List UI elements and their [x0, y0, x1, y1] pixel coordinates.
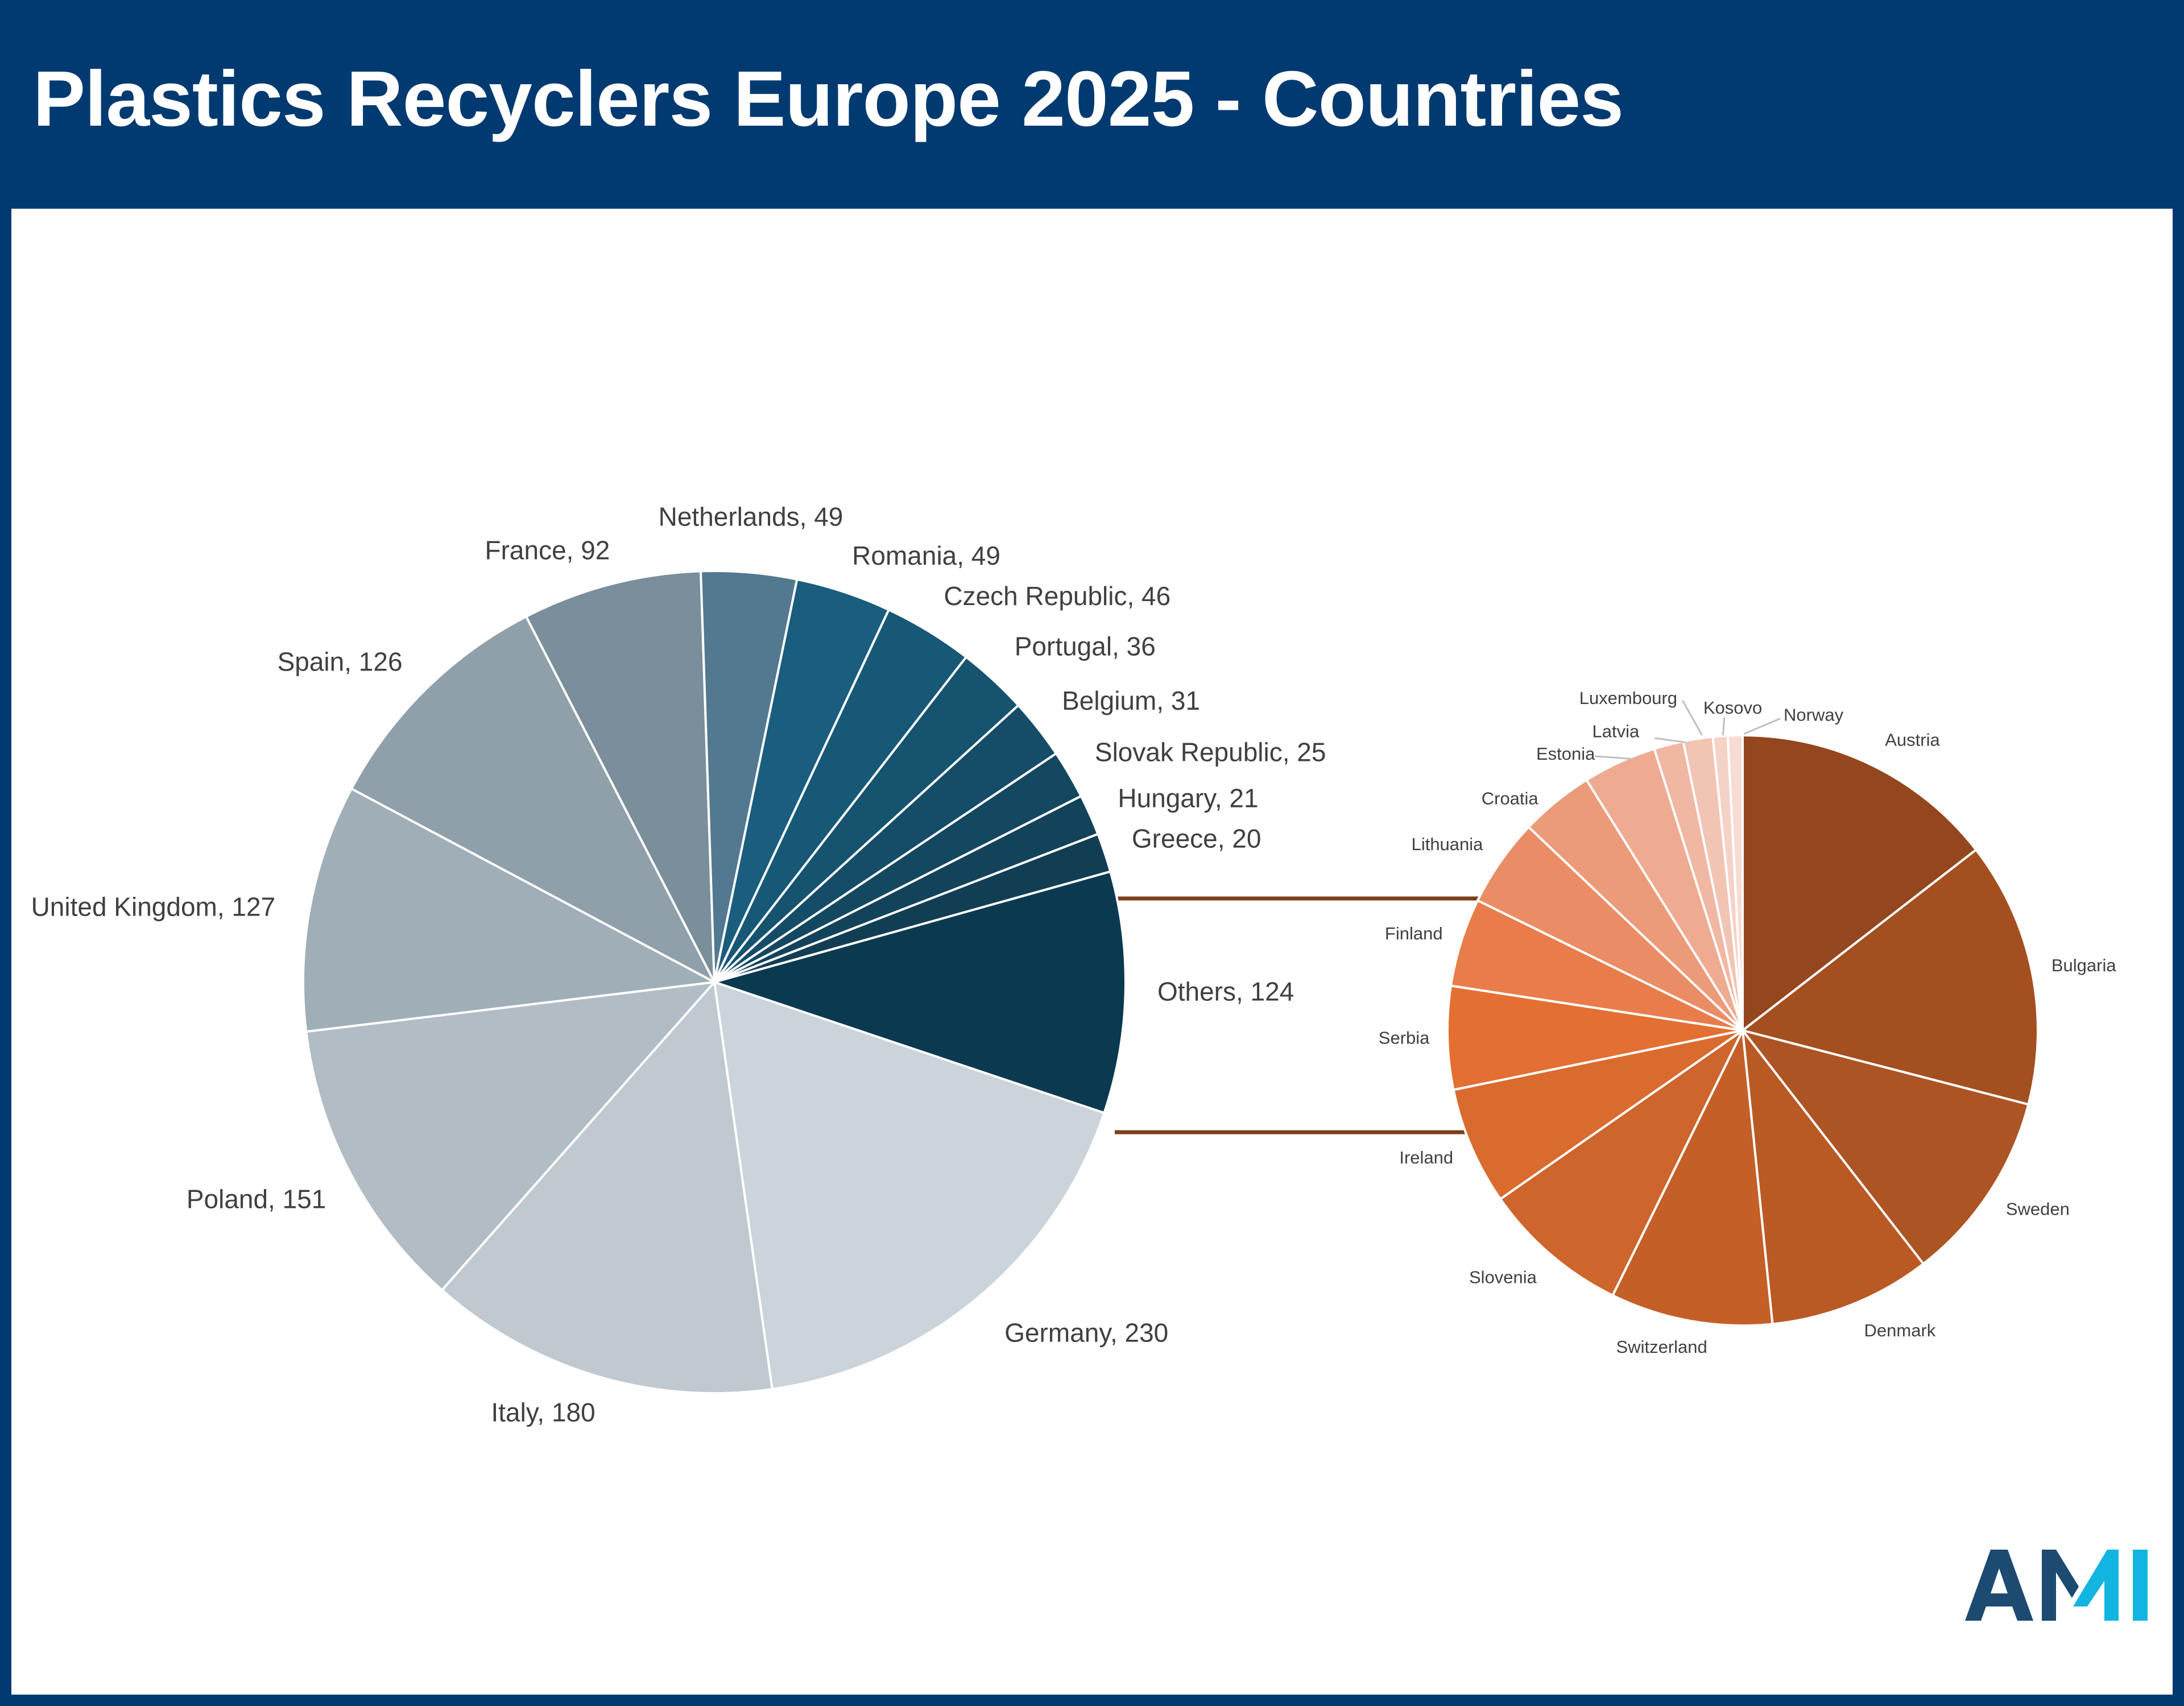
sub-slice-serbia [1446, 984, 1743, 1091]
main-slice-label: Italy, 180 [491, 1397, 595, 1427]
sub-slice-sweden [1739, 1028, 2030, 1266]
main-slice-label: Others, 124 [1157, 977, 1294, 1007]
logo-letter-a [1965, 1550, 2033, 1621]
sub-slice-label: Switzerland [1616, 1337, 1707, 1357]
logo-letter-m-left [2042, 1550, 2079, 1621]
leader-line [1594, 755, 1634, 760]
sub-slice-label: Estonia [1536, 744, 1595, 764]
slice-labels: Others, 124 Germany, 230 Italy, 180 Poland,… [31, 502, 2117, 1427]
connector-lines [1115, 896, 1479, 1134]
sub-slice-label: Finland [1385, 924, 1443, 943]
sub-slice-label: Austria [1885, 730, 1940, 750]
main-slice-label: Portugal, 36 [1015, 631, 1156, 661]
leader-line [1682, 700, 1703, 736]
leader-line [1743, 718, 1781, 735]
leader-line [1722, 717, 1726, 736]
sub-slice-label: Serbia [1379, 1028, 1430, 1048]
others-breakdown-pie [1446, 734, 2039, 1327]
sub-slice-label: Kosovo [1703, 698, 1762, 718]
logo-letter-i [2133, 1550, 2148, 1621]
ami-logo [1965, 1550, 2148, 1621]
sub-slice-label: Norway [1784, 705, 1844, 724]
sub-slice-switzerland [1611, 1026, 1774, 1327]
main-slice-germany [713, 980, 1106, 1391]
header-bar: Plastics Recyclers Europe 2025 - Countri… [0, 0, 2184, 209]
sub-slice-label: Ireland [1399, 1148, 1453, 1167]
sub-slice-label: Lithuania [1412, 834, 1484, 854]
sub-slice-label: Latvia [1592, 722, 1639, 742]
sub-slice-label: Slovenia [1469, 1268, 1537, 1287]
sub-slice-finland [1449, 898, 1743, 1032]
sub-slice-ireland [1452, 1029, 1744, 1201]
page-title: Plastics Recyclers Europe 2025 - Countri… [33, 55, 1624, 143]
main-slice-france [524, 570, 715, 983]
main-slice-label: Belgium, 31 [1062, 686, 1200, 715]
main-slice-label: France, 92 [485, 535, 610, 565]
main-slice-label: Czech Republic, 46 [944, 581, 1170, 611]
sub-slice-label: Denmark [1864, 1320, 1936, 1340]
sub-slice-slovenia [1499, 1026, 1746, 1297]
sub-slice-label: Bulgaria [2051, 955, 2116, 975]
main-slice-spain [350, 615, 717, 985]
main-slice-label: Romania, 49 [852, 541, 1000, 570]
main-slice-label: Germany, 230 [1004, 1318, 1168, 1348]
logo-letter-m-right [2073, 1550, 2119, 1621]
main-slice-poland [305, 980, 717, 1292]
sub-slice-austria [1742, 734, 1978, 1033]
sub-slice-bulgaria [1740, 848, 2039, 1106]
main-slice-united-kingdom [301, 787, 718, 1033]
main-slice-label: Slovak Republic, 25 [1095, 737, 1326, 767]
main-slice-others [710, 870, 1127, 1115]
sub-slice-label: Croatia [1482, 788, 1539, 808]
sub-slice-label: Luxembourg [1579, 688, 1677, 708]
leader-line [1654, 737, 1686, 743]
sub-slice-lithuania [1476, 825, 1744, 1032]
sub-slice-label: Sweden [2006, 1199, 2070, 1219]
main-slice-italy [440, 979, 774, 1394]
main-slice-label: Spain, 126 [278, 647, 403, 676]
sub-slice-denmark [1741, 1026, 1925, 1326]
main-slice-label: United Kingdom, 127 [31, 892, 276, 921]
main-slice-label: Netherlands, 49 [659, 502, 843, 532]
main-slice-label: Hungary, 21 [1118, 783, 1258, 813]
main-pie [301, 570, 1127, 1394]
main-slice-greece [714, 833, 1112, 983]
main-slice-label: Poland, 151 [187, 1185, 326, 1214]
sub-slice-norway [1726, 734, 1744, 1031]
main-slice-label: Greece, 20 [1132, 823, 1261, 853]
